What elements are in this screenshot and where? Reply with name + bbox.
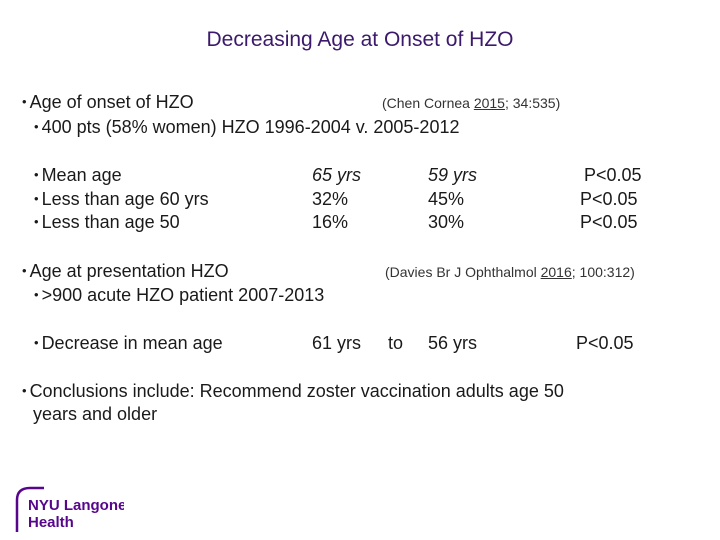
bullet-icon: • — [34, 214, 39, 229]
bullet-icon: • — [34, 287, 39, 302]
conclusion-line2: years and older — [33, 404, 158, 424]
section2-row-to: to — [388, 333, 404, 353]
bullet-icon: • — [22, 383, 27, 398]
table-cell-p: P<0.05 — [584, 165, 642, 185]
section2-row-label: • Decrease in mean age — [34, 333, 223, 353]
logo-line2: Health — [28, 514, 74, 531]
section1-sub-text: 400 pts (58% women) HZO 1996-2004 v. 200… — [41, 117, 460, 137]
logo-line1: NYU Langone — [28, 497, 124, 514]
table-row-label: • Less than age 50 — [34, 212, 180, 232]
bullet-icon: • — [34, 191, 39, 206]
bullet-icon: • — [22, 263, 27, 278]
table-cell-v1: 65 yrs — [312, 165, 362, 185]
section1-heading: • Age of onset of HZO — [22, 92, 194, 113]
section2-row-v2: 56 yrs — [428, 333, 478, 353]
section2-sub-text: >900 acute HZO patient 2007-2013 — [41, 285, 325, 305]
section2-citation: (Davies Br J Ophthalmol 2016; 100:312) — [385, 264, 635, 280]
bullet-icon: • — [34, 167, 39, 182]
section2-heading-text: Age at presentation HZO — [29, 261, 229, 281]
table-cell-v2: 45% — [428, 189, 465, 209]
nyu-langone-logo-icon: NYU Langone Health — [15, 486, 126, 532]
nyu-langone-logo: NYU Langone Health — [14, 486, 126, 539]
section1-heading-text: Age of onset of HZO — [29, 92, 194, 112]
table-cell-v1: 16% — [312, 212, 349, 232]
section2-row-p: P<0.05 — [576, 333, 634, 353]
section1-sub: • 400 pts (58% women) HZO 1996-2004 v. 20… — [34, 117, 459, 138]
bullet-icon: • — [34, 335, 39, 350]
table-row-label: • Less than age 60 yrs — [34, 189, 209, 209]
section2-row-v1: 61 yrs — [312, 333, 362, 353]
slide-title: Decreasing Age at Onset of HZO — [206, 28, 514, 51]
table-cell-p: P<0.05 — [580, 189, 638, 209]
conclusion-line1: • Conclusions include: Recommend zoster v… — [22, 381, 564, 401]
table-cell-v1: 32% — [312, 189, 349, 209]
table-row-label: • Mean age — [34, 165, 122, 185]
section1-citation: (Chen Cornea 2015; 34:535) — [382, 95, 561, 111]
section2-sub: • >900 acute HZO patient 2007-2013 — [34, 285, 324, 306]
bullet-icon: • — [34, 119, 39, 134]
table-cell-p: P<0.05 — [580, 212, 638, 232]
bullet-icon: • — [22, 94, 27, 109]
section2-heading: • Age at presentation HZO — [22, 261, 229, 282]
table-cell-v2: 59 yrs — [428, 165, 478, 185]
table-cell-v2: 30% — [428, 212, 465, 232]
